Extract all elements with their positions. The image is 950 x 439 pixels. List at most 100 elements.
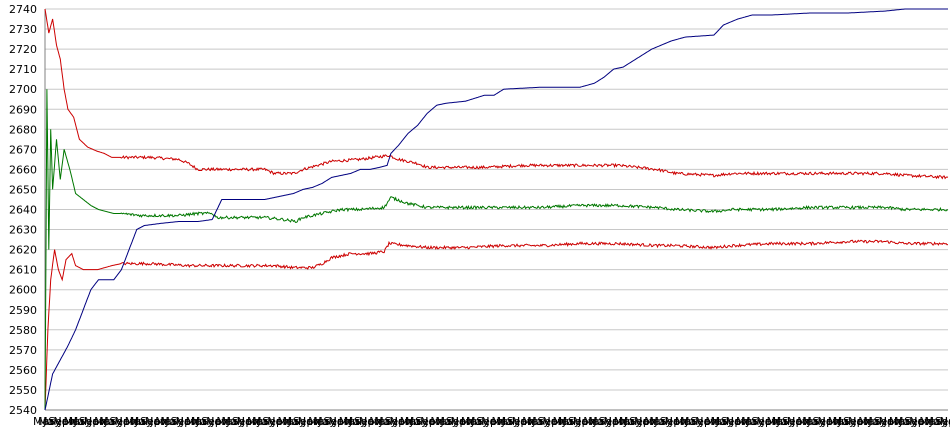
x-tick-label: Jul <box>470 415 484 428</box>
x-tick-label: Jan <box>516 415 534 428</box>
x-tick-label: Jul <box>409 415 423 428</box>
x-tick-label: Jan <box>608 415 626 428</box>
x-tick-label: Mar <box>216 415 237 428</box>
series-line-1 <box>44 8 949 180</box>
x-tick-label: Sep <box>751 415 772 428</box>
x-tick-label: May <box>283 415 306 428</box>
x-tick-label: Jan <box>485 415 503 428</box>
x-tick-label: Jan <box>822 415 840 428</box>
y-tick-label: 2590 <box>9 304 37 317</box>
x-tick-label: Sep <box>140 415 161 428</box>
x-tick-label: Jul <box>195 415 209 428</box>
x-tick-label: Jan <box>577 415 595 428</box>
y-tick-label: 2540 <box>9 404 37 417</box>
x-tick-label: May <box>313 415 336 428</box>
x-tick-label: Nov <box>787 415 809 428</box>
y-axis-tick-labels: 2540 2550 2560 2570 2580 2590 2600 2610 2620 2630… <box>9 3 37 417</box>
x-tick-label: Nov <box>756 415 778 428</box>
x-tick-label: Jul <box>440 415 454 428</box>
x-tick-label: Mar <box>797 415 818 428</box>
x-axis-tick-labels: MarMayJulSepNovJanMarMayJulSepNovJanMarM… <box>33 415 950 428</box>
x-tick-label: Jul <box>287 415 301 428</box>
x-tick-label: Sep <box>935 415 950 428</box>
y-tick-label: 2710 <box>9 63 37 76</box>
x-tick-label: Mar <box>706 415 727 428</box>
x-tick-label: Jul <box>317 415 331 428</box>
x-tick-label: Jan <box>241 415 259 428</box>
x-tick-label: May <box>925 415 948 428</box>
x-tick-label: Nov <box>267 415 289 428</box>
x-tick-label: Nov <box>848 415 870 428</box>
x-tick-label: Jul <box>776 415 790 428</box>
x-tick-label: Sep <box>782 415 803 428</box>
x-tick-label: Jan <box>699 415 717 428</box>
x-tick-label: Mar <box>522 415 543 428</box>
x-tick-label: Nov <box>390 415 412 428</box>
x-tick-label: Mar <box>583 415 604 428</box>
x-tick-label: Nov <box>53 415 75 428</box>
x-tick-label: Nov <box>695 415 717 428</box>
x-tick-label: Jan <box>944 415 950 428</box>
y-tick-label: 2720 <box>9 43 37 56</box>
x-tick-label: Mar <box>308 415 329 428</box>
x-tick-label: Sep <box>721 415 742 428</box>
y-tick-label: 2550 <box>9 384 37 397</box>
x-tick-label: Nov <box>115 415 137 428</box>
y-tick-label: 2600 <box>9 284 37 297</box>
x-tick-label: Nov <box>206 415 228 428</box>
x-tick-label: Jul <box>165 415 179 428</box>
y-tick-label: 2650 <box>9 183 37 196</box>
y-tick-label: 2580 <box>9 324 37 337</box>
x-tick-label: Mar <box>889 415 910 428</box>
x-tick-label: Nov <box>145 415 167 428</box>
y-tick-label: 2730 <box>9 23 37 36</box>
x-tick-label: Jul <box>898 415 912 428</box>
x-tick-label: Sep <box>843 415 864 428</box>
x-tick-label: May <box>497 415 520 428</box>
y-tick-label: 2700 <box>9 83 37 96</box>
x-tick-label: Jul <box>134 415 148 428</box>
x-tick-label: May <box>527 415 550 428</box>
x-tick-label: Sep <box>293 415 314 428</box>
x-tick-label: Jul <box>73 415 87 428</box>
x-tick-label: May <box>160 415 183 428</box>
x-tick-label: Jul <box>103 415 117 428</box>
x-tick-label: May <box>69 415 92 428</box>
x-tick-label: May <box>588 415 611 428</box>
x-tick-label: May <box>833 415 856 428</box>
x-tick-label: Jan <box>119 415 137 428</box>
x-tick-label: Nov <box>604 415 626 428</box>
x-tick-label: Sep <box>629 415 650 428</box>
x-tick-label: Nov <box>879 415 901 428</box>
y-tick-label: 2660 <box>9 163 37 176</box>
x-tick-label: Jan <box>180 415 198 428</box>
gridlines <box>44 8 948 411</box>
x-tick-label: Jul <box>562 415 576 428</box>
x-tick-label: Nov <box>176 415 198 428</box>
x-tick-label: Jul <box>378 415 392 428</box>
x-tick-label: Mar <box>553 415 574 428</box>
x-tick-label: Sep <box>201 415 222 428</box>
x-tick-label: Nov <box>420 415 442 428</box>
x-tick-label: Jul <box>226 415 240 428</box>
x-tick-label: May <box>252 415 275 428</box>
x-tick-label: Sep <box>323 415 344 428</box>
x-tick-label: May <box>222 415 245 428</box>
x-tick-label: Sep <box>385 415 406 428</box>
x-tick-label: Sep <box>537 415 558 428</box>
x-tick-label: Mar <box>828 415 849 428</box>
x-tick-label: Nov <box>359 415 381 428</box>
y-tick-label: 2640 <box>9 204 37 217</box>
x-tick-label: Sep <box>171 415 192 428</box>
y-tick-label: 2610 <box>9 264 37 277</box>
x-tick-label: May <box>374 415 397 428</box>
x-tick-label: Mar <box>247 415 268 428</box>
x-tick-label: Jul <box>929 415 943 428</box>
x-tick-label: May <box>99 415 122 428</box>
x-tick-label: Mar <box>125 415 146 428</box>
x-tick-label: Jan <box>883 415 901 428</box>
x-tick-label: May <box>130 415 153 428</box>
x-tick-label: Mar <box>186 415 207 428</box>
x-tick-label: Sep <box>507 415 528 428</box>
